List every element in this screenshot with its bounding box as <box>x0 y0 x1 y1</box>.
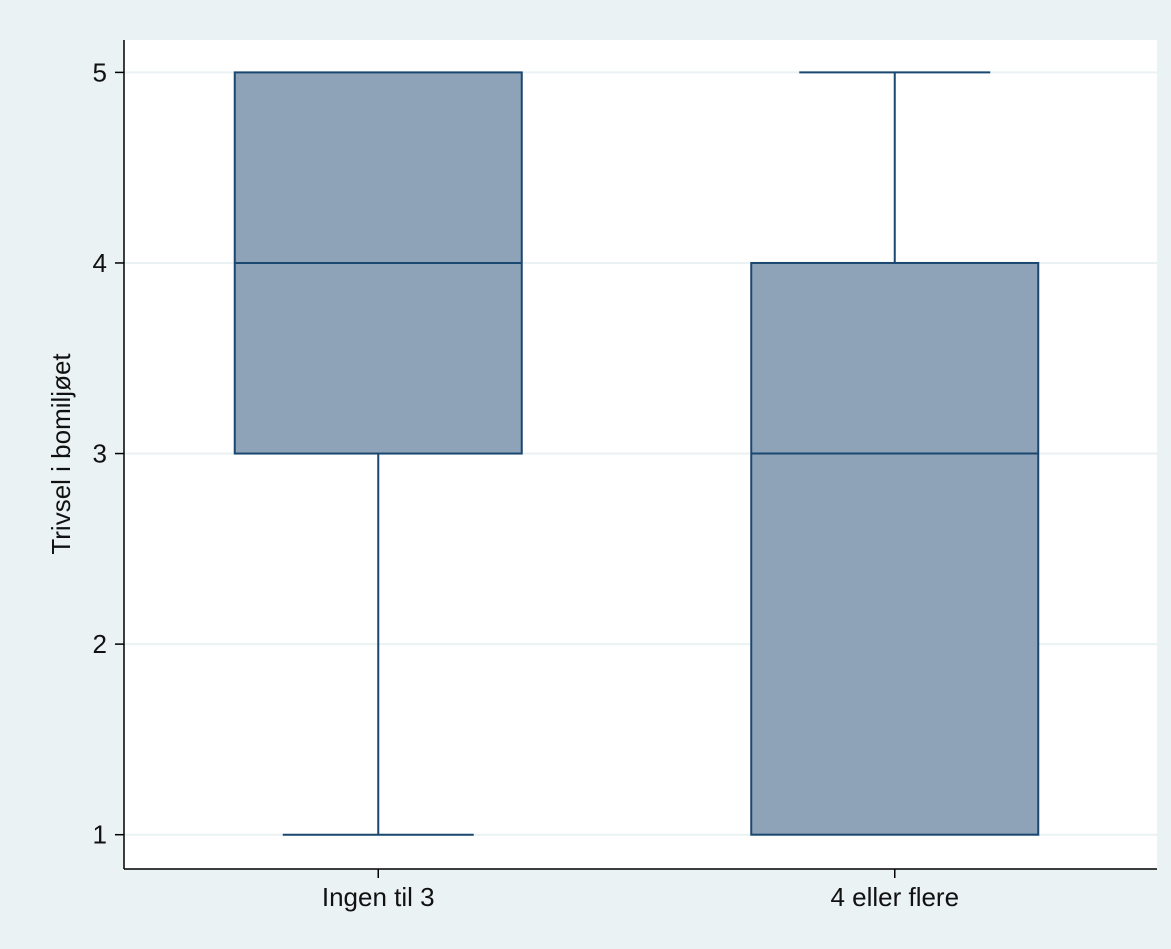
y-tick-label: 5 <box>93 57 107 87</box>
y-tick-label: 2 <box>93 629 107 659</box>
x-axis-ticks: Ingen til 3 4 eller flere <box>322 869 959 912</box>
box-series <box>233 71 1040 836</box>
interquartile-box <box>750 261 1040 836</box>
y-tick-label: 4 <box>93 248 107 278</box>
box-group <box>233 71 523 836</box>
x-tick-label: Ingen til 3 <box>322 882 435 912</box>
y-tick-label: 3 <box>93 439 107 469</box>
y-tick-label: 1 <box>93 820 107 850</box>
x-tick-label: 4 eller flere <box>830 882 959 912</box>
box-group <box>750 71 1040 836</box>
y-axis-ticks: 1 2 3 4 5 <box>93 57 124 850</box>
axes <box>123 40 1157 870</box>
y-axis-title: Trivsel i bomiljøet <box>46 353 76 555</box>
